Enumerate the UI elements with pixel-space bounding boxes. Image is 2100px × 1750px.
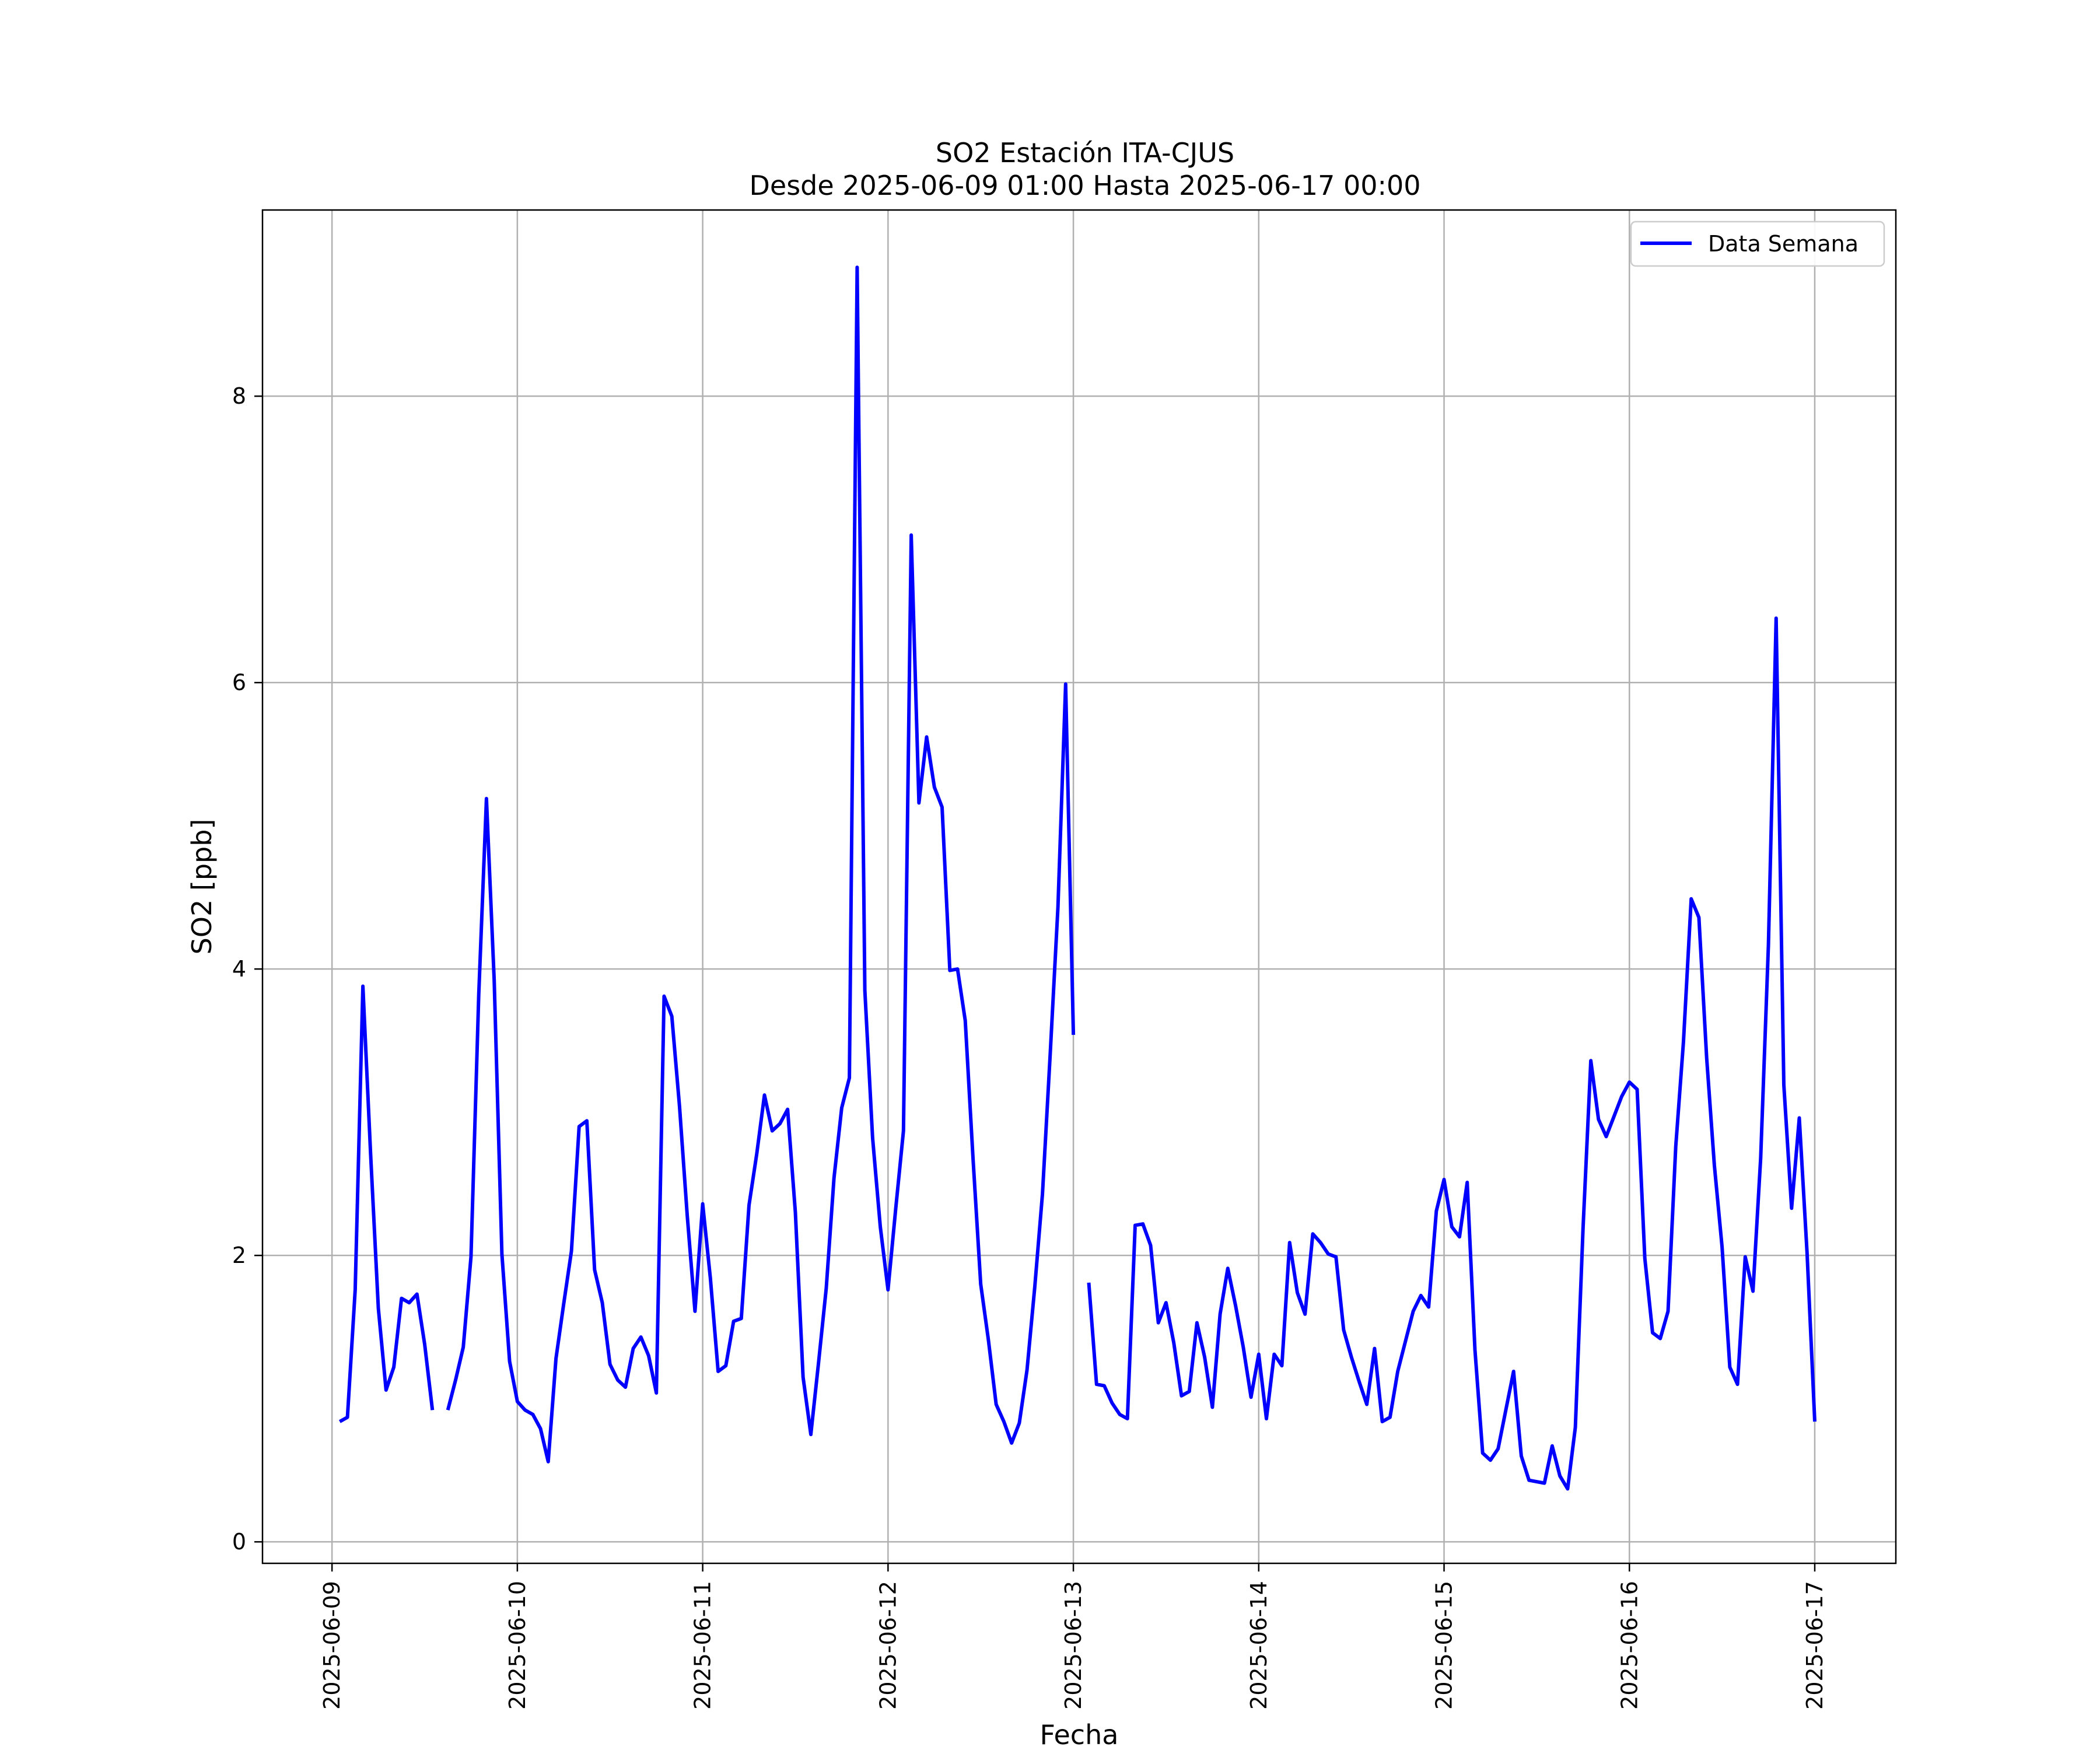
legend-box xyxy=(1630,220,1885,267)
plot-area xyxy=(338,265,1817,1491)
x-tick-label: 2025-06-13 xyxy=(1060,1581,1086,1710)
legend: Data Semana xyxy=(1630,220,1885,267)
x-tick-label: 2025-06-14 xyxy=(1246,1581,1272,1710)
series-line-segment xyxy=(338,984,435,1423)
x-tick-label: 2025-06-16 xyxy=(1616,1581,1642,1710)
y-tick-label: 0 xyxy=(232,1529,246,1555)
series-group xyxy=(338,265,1817,1491)
y-tick-label: 4 xyxy=(232,956,246,982)
y-tick-label: 2 xyxy=(232,1242,246,1268)
x-axis-ticks: 2025-06-09 2025-06-10 2025-06-11 2025-06-12… xyxy=(319,1563,1828,1710)
x-tick-label: 2025-06-10 xyxy=(505,1581,530,1710)
y-axis-label: SO2 [ppb] xyxy=(186,819,218,955)
x-tick-label: 2025-06-11 xyxy=(690,1581,716,1710)
series-line-segment xyxy=(1087,616,1817,1491)
chart-title-line1: SO2 Estación ITA-CJUS xyxy=(936,137,1234,169)
series-line-segment xyxy=(446,265,1076,1464)
grid-lines xyxy=(262,210,1896,1563)
plot-frame xyxy=(261,209,1897,1564)
y-axis-ticks: 0 2 4 6 8 xyxy=(232,383,262,1555)
x-axis-label: Fecha xyxy=(1040,1719,1119,1750)
x-tick-label: 2025-06-15 xyxy=(1432,1581,1457,1710)
x-tick-label: 2025-06-12 xyxy=(875,1581,901,1710)
legend-label: Data Semana xyxy=(1708,231,1859,257)
x-tick-label: 2025-06-09 xyxy=(319,1581,345,1710)
y-tick-label: 6 xyxy=(232,670,246,695)
y-tick-label: 8 xyxy=(232,383,246,409)
x-tick-label: 2025-06-17 xyxy=(1802,1581,1828,1710)
chart-title-line2: Desde 2025-06-09 01:00 Hasta 2025-06-17 … xyxy=(749,170,1420,201)
